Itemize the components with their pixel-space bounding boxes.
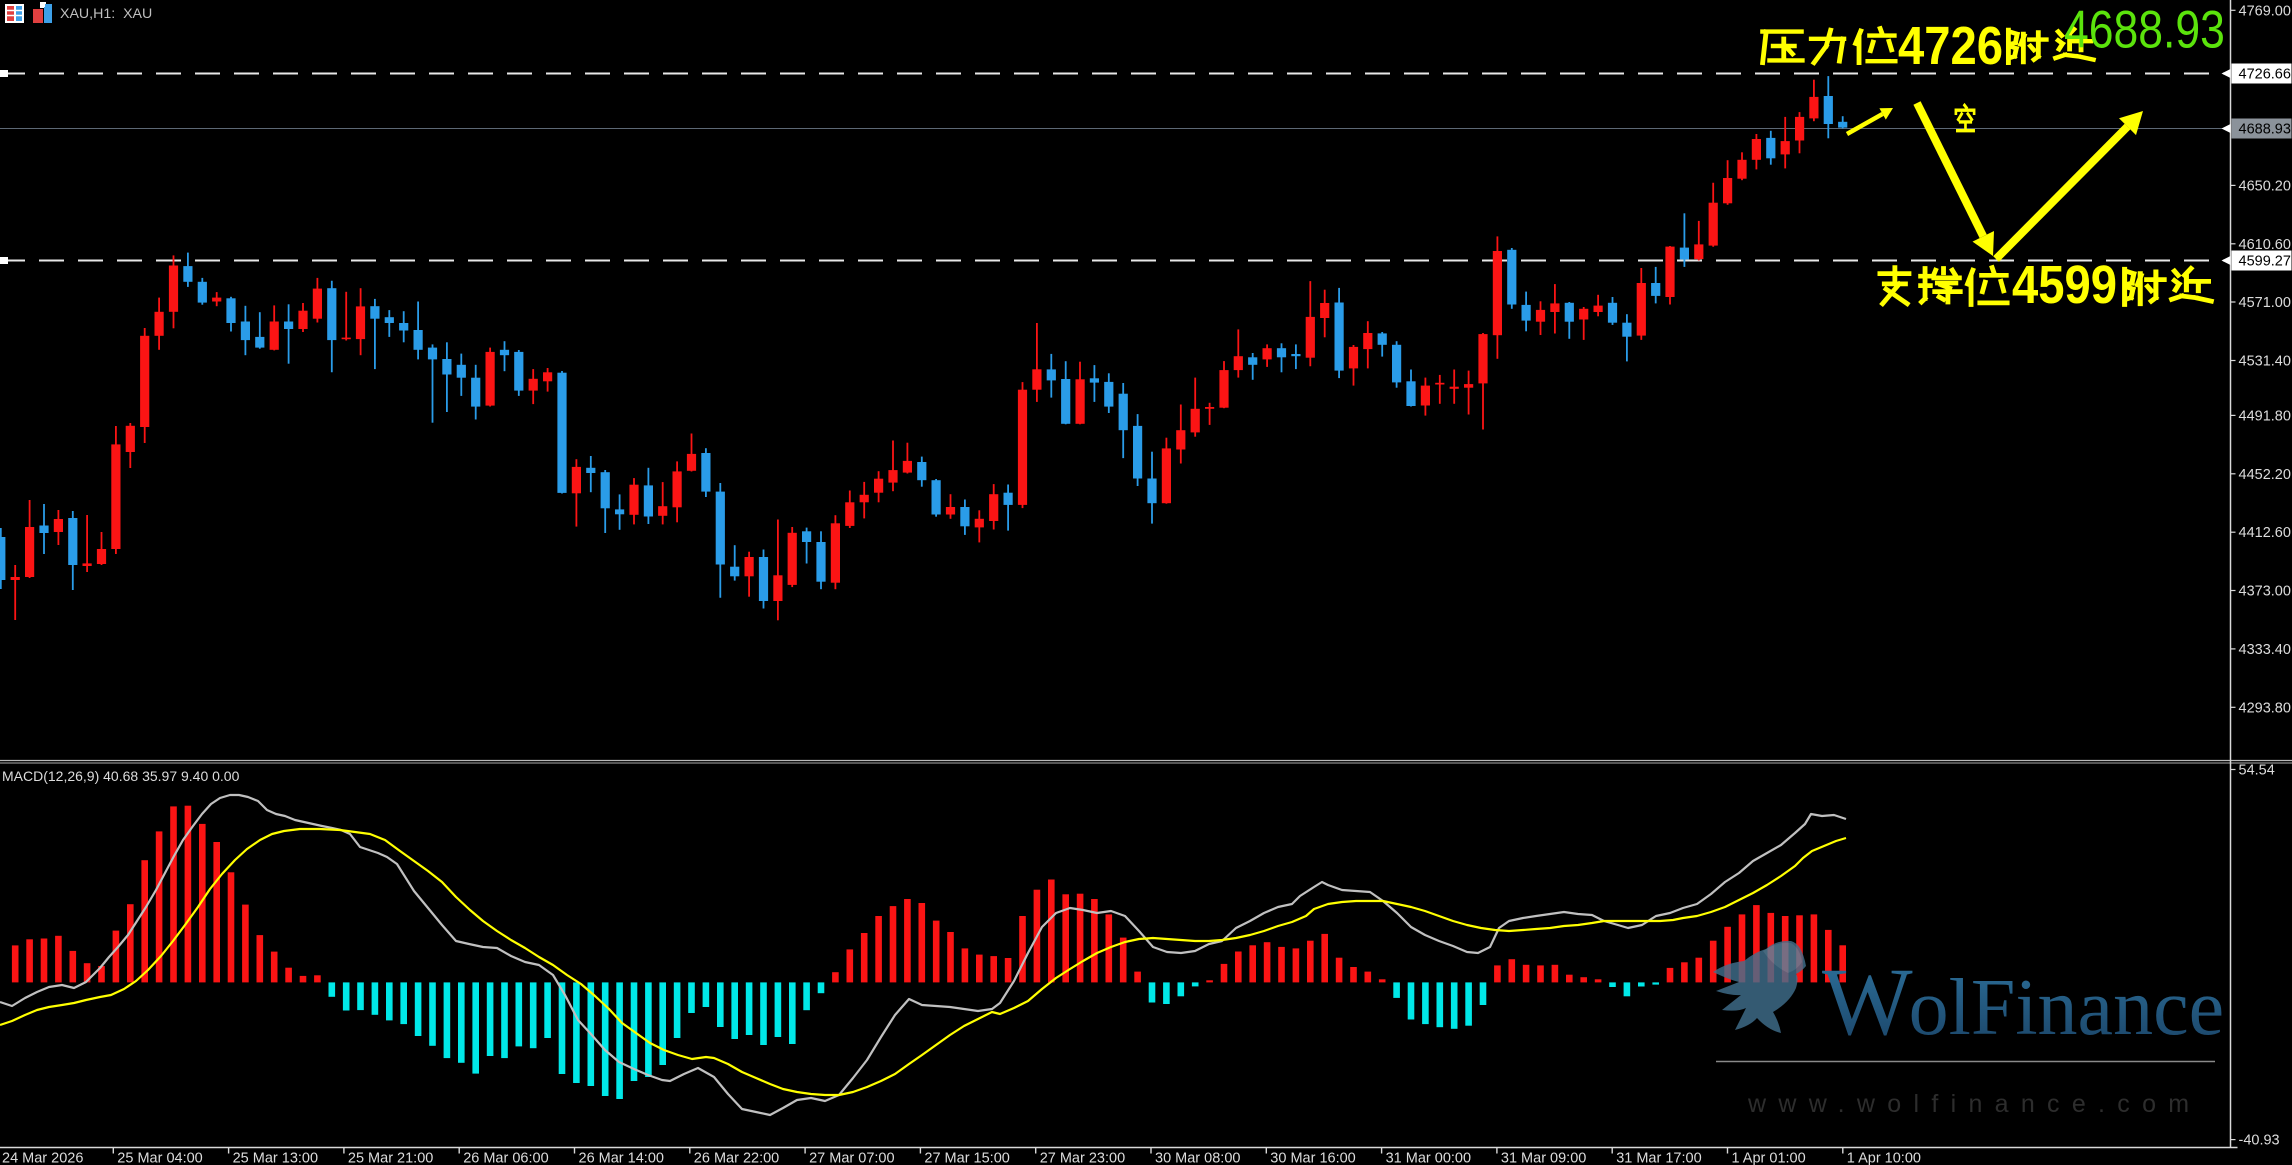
svg-text:www.wolfinance.com: www.wolfinance.com (1747, 1090, 2201, 1118)
svg-text:4333.40: 4333.40 (2239, 642, 2291, 658)
svg-text:4769.00: 4769.00 (2239, 3, 2291, 19)
svg-text:4726.66: 4726.66 (2239, 67, 2291, 83)
svg-text:4452.20: 4452.20 (2239, 467, 2291, 483)
svg-text:4688.93: 4688.93 (2239, 122, 2291, 138)
svg-text:30 Mar 08:00: 30 Mar 08:00 (1155, 1151, 1240, 1165)
svg-text:27 Mar 15:00: 27 Mar 15:00 (924, 1151, 1009, 1165)
svg-text:31 Mar 00:00: 31 Mar 00:00 (1386, 1151, 1471, 1165)
svg-text:4531.40: 4531.40 (2239, 354, 2291, 370)
svg-text:WolFinance: WolFinance (1822, 948, 2224, 1055)
svg-text:25 Mar 21:00: 25 Mar 21:00 (348, 1151, 433, 1165)
svg-text:4373.00: 4373.00 (2239, 584, 2291, 600)
svg-text:XAU,H1: XAU: XAU,H1: XAU (60, 6, 152, 22)
svg-text:4650.20: 4650.20 (2239, 178, 2291, 194)
svg-text:26 Mar 22:00: 26 Mar 22:00 (694, 1151, 779, 1165)
svg-text:-40.93: -40.93 (2239, 1133, 2280, 1149)
svg-text:26 Mar 14:00: 26 Mar 14:00 (579, 1151, 664, 1165)
svg-text:27 Mar 23:00: 27 Mar 23:00 (1040, 1151, 1125, 1165)
svg-text:27 Mar 07:00: 27 Mar 07:00 (809, 1151, 894, 1165)
svg-text:25 Mar 04:00: 25 Mar 04:00 (117, 1151, 202, 1165)
svg-text:24 Mar 2026: 24 Mar 2026 (2, 1151, 83, 1165)
svg-text:30 Mar 16:00: 30 Mar 16:00 (1270, 1151, 1355, 1165)
svg-text:4599: 4599 (2012, 254, 2117, 315)
svg-text:4688.93: 4688.93 (2064, 1, 2225, 59)
svg-text:26 Mar 06:00: 26 Mar 06:00 (463, 1151, 548, 1165)
svg-text:4610.60: 4610.60 (2239, 237, 2291, 253)
svg-text:25 Mar 13:00: 25 Mar 13:00 (233, 1151, 318, 1165)
svg-text:4571.00: 4571.00 (2239, 295, 2291, 311)
svg-text:4293.80: 4293.80 (2239, 700, 2291, 716)
svg-text:MACD(12,26,9) 40.68 35.97 9.40: MACD(12,26,9) 40.68 35.97 9.40 0.00 (2, 768, 240, 784)
svg-text:4491.80: 4491.80 (2239, 408, 2291, 424)
svg-text:31 Mar 17:00: 31 Mar 17:00 (1616, 1151, 1701, 1165)
svg-text:4599.27: 4599.27 (2239, 254, 2291, 270)
svg-text:4726: 4726 (1898, 15, 2003, 76)
svg-text:4412.60: 4412.60 (2239, 525, 2291, 541)
svg-text:31 Mar 09:00: 31 Mar 09:00 (1501, 1151, 1586, 1165)
svg-text:1 Apr 01:00: 1 Apr 01:00 (1732, 1151, 1806, 1165)
svg-text:54.54: 54.54 (2239, 763, 2275, 779)
svg-text:1 Apr 10:00: 1 Apr 10:00 (1847, 1151, 1921, 1165)
